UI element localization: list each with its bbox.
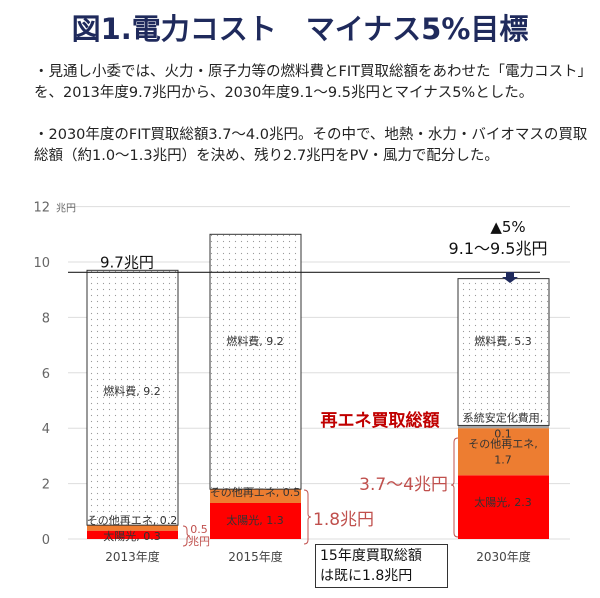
reduction-label: ▲5% bbox=[490, 218, 525, 236]
data-label: その他再エネ, 0.5 bbox=[210, 486, 301, 499]
data-label: 1.7 bbox=[494, 454, 512, 467]
bar-segment-other-renewable bbox=[458, 428, 549, 476]
data-label: その他再エネ, 0.2 bbox=[87, 514, 178, 527]
bar-segment-solar bbox=[210, 502, 301, 539]
fit-total-heading: 再エネ買取総額 bbox=[321, 410, 440, 431]
x-tick-label: 2013年度 bbox=[105, 549, 160, 564]
bracket-2013-label: 兆円 bbox=[188, 535, 210, 548]
reference-line-label: 9.7兆円 bbox=[100, 253, 154, 271]
bar-segment-grid-stabilization bbox=[458, 425, 549, 429]
data-label: 太陽光, 0.3 bbox=[103, 529, 161, 543]
y-tick-label: 4 bbox=[42, 422, 50, 437]
bar-segment-solar bbox=[87, 530, 178, 539]
x-tick-label: 2015年度 bbox=[228, 549, 283, 564]
y-tick-label: 10 bbox=[33, 256, 50, 271]
bar-segment-fuel bbox=[86, 269, 179, 526]
bracket-2013 bbox=[182, 525, 191, 547]
data-label: その他再エネ, bbox=[468, 438, 538, 451]
bar-segment-fuel bbox=[457, 278, 550, 426]
data-label: 太陽光, 2.3 bbox=[474, 495, 532, 509]
y-tick-label: 8 bbox=[42, 311, 50, 326]
x-tick-label: 2030年度 bbox=[476, 549, 531, 564]
bar-segment-fuel bbox=[209, 233, 302, 490]
data-label: 燃料費, 5.3 bbox=[474, 334, 532, 348]
bracket-2015 bbox=[303, 489, 312, 545]
y-unit-label: 兆円 bbox=[56, 203, 76, 215]
data-label: 系統安定化費用, bbox=[463, 410, 544, 424]
data-label: 0.1 bbox=[494, 427, 512, 440]
target-range-label: 9.1〜9.5兆円 bbox=[449, 239, 548, 258]
bracket-2015-label: 1.8兆円 bbox=[313, 510, 374, 530]
bar-segment-solar bbox=[458, 475, 549, 539]
y-tick-label: 2 bbox=[42, 478, 50, 493]
note-text: 15年度買取総額 は既に1.8兆円 bbox=[320, 548, 422, 584]
page-title: 図1.電力コスト マイナス5%目標 bbox=[71, 12, 529, 46]
note-box: 15年度買取総額 は既に1.8兆円 bbox=[315, 544, 448, 588]
y-tick-label: 0 bbox=[42, 533, 50, 548]
bracket-2030-label: 3.7〜4兆円 bbox=[359, 475, 448, 495]
y-tick-label: 12 bbox=[33, 201, 50, 216]
down-arrow-icon bbox=[502, 272, 518, 283]
bracket-2013-label: 0.5 bbox=[190, 523, 208, 536]
bar-segment-other-renewable bbox=[210, 489, 301, 503]
bracket-2030 bbox=[450, 437, 459, 538]
paragraph-2: ・2030年度のFIT買取総額3.7〜4.0兆円。その中で、地熱・水力・バイオマ… bbox=[34, 127, 588, 164]
y-tick-label: 6 bbox=[42, 367, 50, 382]
data-label: 燃料費, 9.2 bbox=[103, 384, 161, 398]
bar-segment-other-renewable bbox=[87, 525, 178, 531]
paragraph-1: ・見通し小委では、火力・原子力等の燃料費とFIT買取総額をあわせた「電力コスト」… bbox=[34, 64, 592, 101]
data-label: 太陽光, 1.3 bbox=[226, 513, 284, 527]
data-label: 燃料費, 9.2 bbox=[226, 334, 284, 348]
